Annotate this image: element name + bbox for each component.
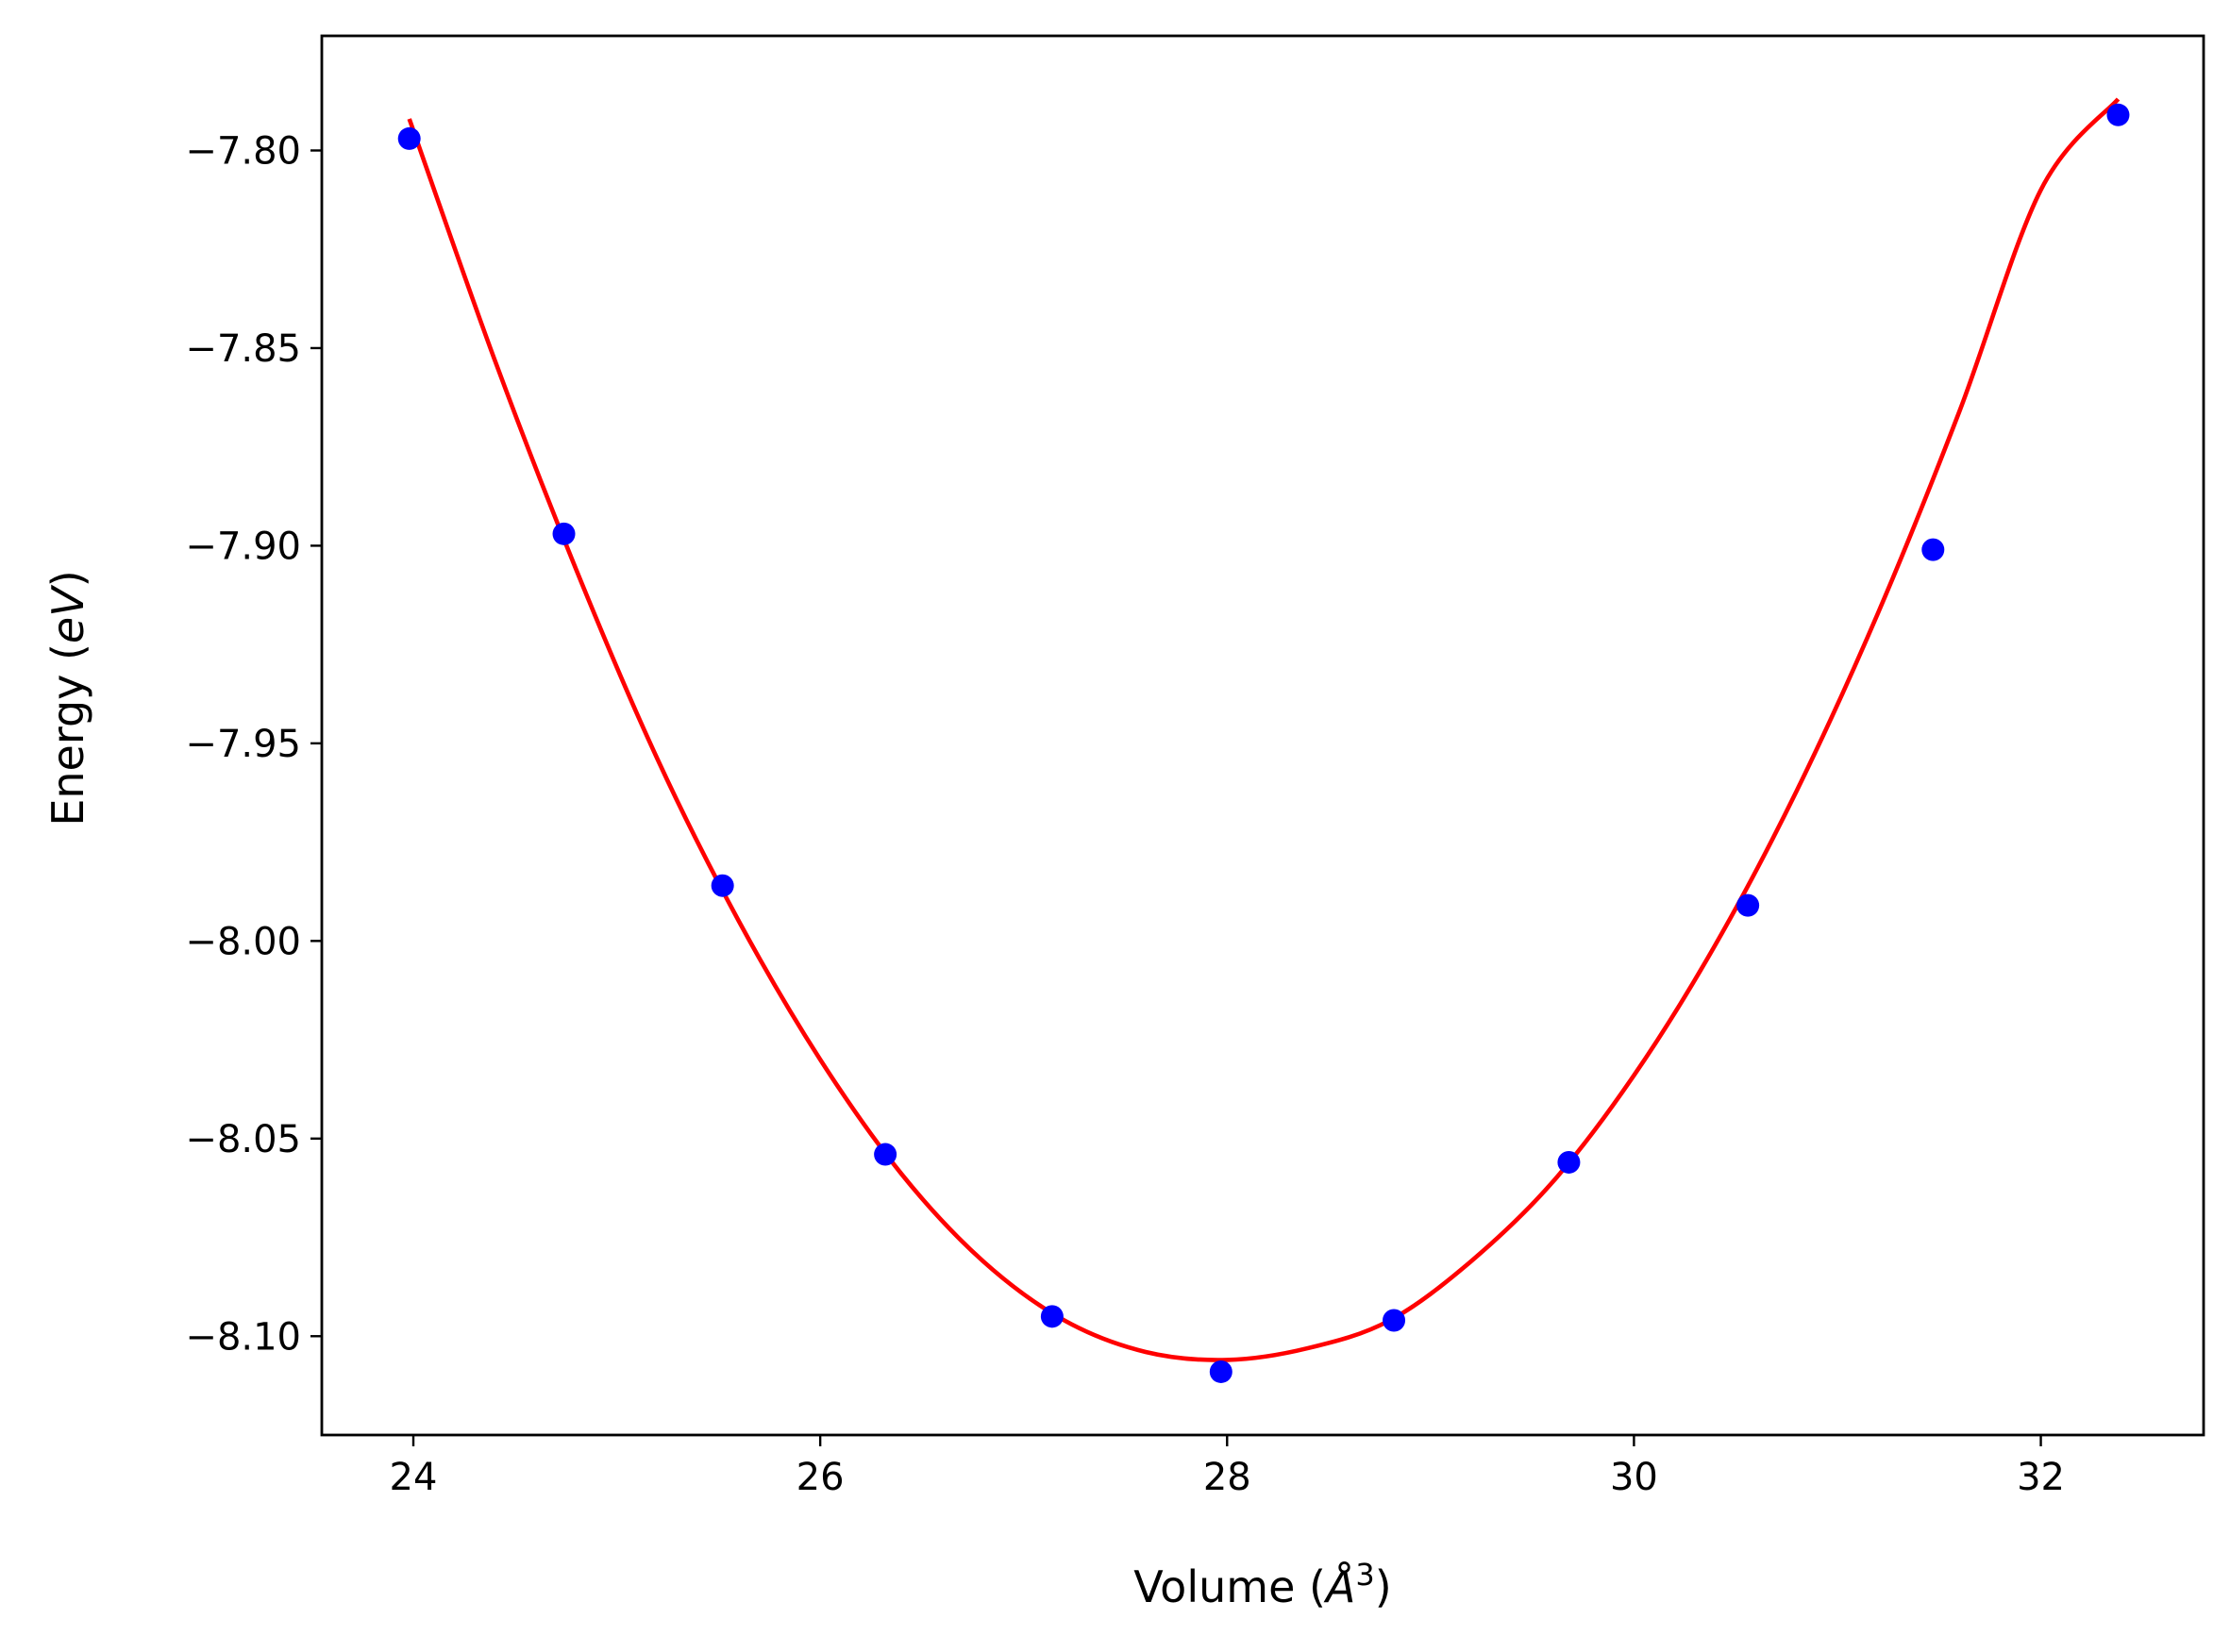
data-point <box>1921 538 1945 561</box>
data-point <box>1040 1305 1064 1328</box>
y-tick-label: −7.95 <box>185 723 301 766</box>
y-tick-label: −7.85 <box>185 327 301 371</box>
y-tick-label: −8.00 <box>185 920 301 963</box>
y-tick-label: −7.90 <box>185 525 301 568</box>
plot-frame <box>320 34 2205 1437</box>
x-tick-label: 26 <box>796 1456 845 1499</box>
y-tick-label: −8.05 <box>185 1118 301 1161</box>
y-axis-ticks: −7.80 −7.85 −7.90 −7.95 −8.00 −8.05 −8.10 <box>185 129 322 1359</box>
data-point <box>552 522 576 545</box>
data-point <box>1736 893 1760 917</box>
y-tick-label: −8.10 <box>185 1315 301 1359</box>
y-axis-label: Energy (eV) <box>42 570 93 826</box>
x-tick-label: 32 <box>2017 1456 2065 1499</box>
data-point <box>2106 103 2130 126</box>
x-axis-ticks: 24 26 28 30 32 <box>390 1435 2065 1499</box>
x-tick-label: 28 <box>1203 1456 1251 1499</box>
data-point <box>1557 1150 1581 1174</box>
fit-curve-line <box>407 97 2121 1362</box>
data-point <box>1209 1360 1232 1383</box>
y-tick-label: −7.80 <box>185 129 301 173</box>
data-point <box>397 126 421 150</box>
fit-curve-layer <box>407 97 2121 1362</box>
x-tick-label: 24 <box>390 1456 438 1499</box>
x-axis-label: Volume (Å3) <box>1133 1557 1391 1612</box>
data-points-layer <box>397 103 2130 1383</box>
data-point <box>1383 1309 1406 1332</box>
data-point <box>711 874 734 897</box>
data-point <box>874 1143 897 1166</box>
x-tick-label: 30 <box>1610 1456 1658 1499</box>
